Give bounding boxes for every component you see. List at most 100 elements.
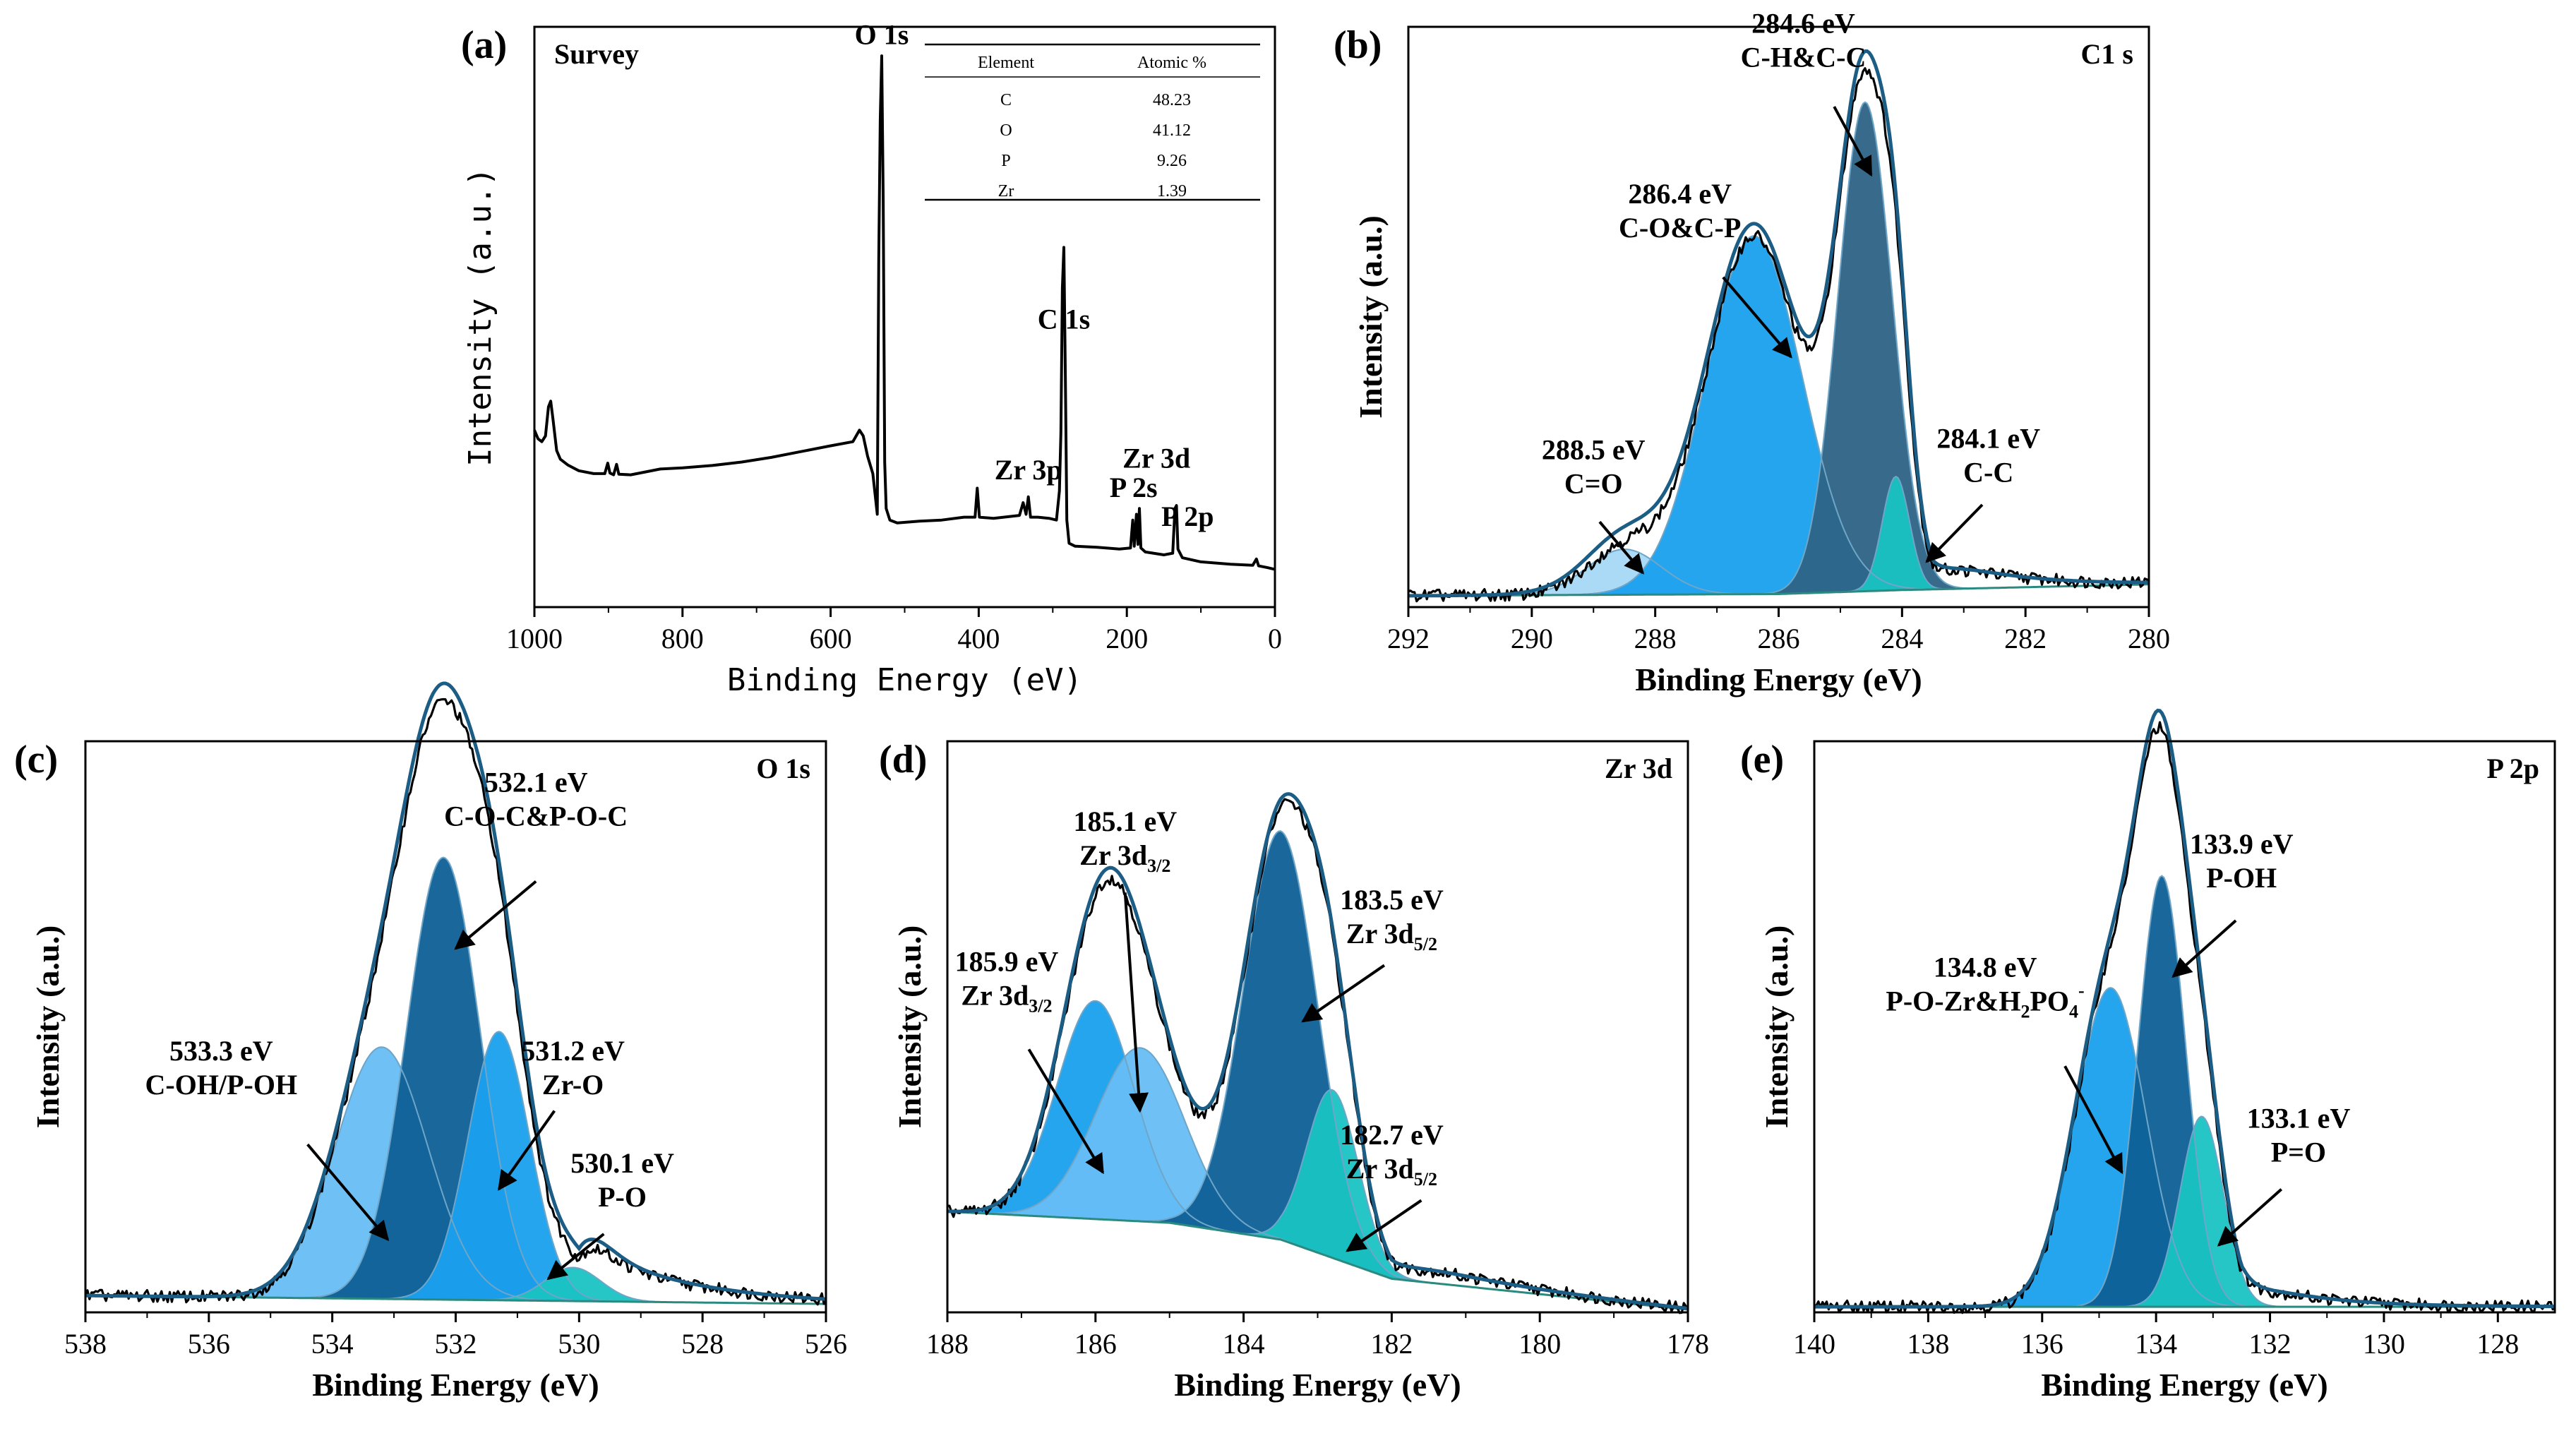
annotation-arrow [2063, 1065, 2123, 1175]
peak-energy-label: 286.4 eV [1628, 178, 1732, 210]
peak-assignment-label: C-O&C-P [1619, 212, 1741, 244]
table-header-cell: Atomic % [1137, 54, 1206, 72]
x-axis-c: 538 536 534 532 530 528 526 [64, 1312, 847, 1360]
peak-energy-label: 284.1 eV [1936, 422, 2040, 454]
x-tick-label-a: 800 [661, 623, 704, 654]
annotation-arrow [1301, 964, 1386, 1023]
annotation-arrow [2171, 919, 2237, 978]
panel-label-e: (e) [1740, 738, 1784, 781]
panel-e: 140 138 136 134 132 130 128 Binding Energy (eV)… [1740, 708, 2556, 1403]
x-tick-label-b: 292 [1387, 623, 1430, 654]
peak-energy-label: 288.5 eV [1542, 434, 1646, 466]
y-axis-label-c: Intensity (a.u.) [30, 925, 66, 1129]
panel-b: 292 290 288 286 284 282 280 Binding Energy (eV)… [1334, 7, 2170, 697]
x-axis-a: 1000 800 600 400 200 0 [506, 607, 1282, 654]
x-tick-label-a: 400 [957, 623, 1000, 654]
panel-d: 188 186 184 182 180 178 Binding Energy (eV) Int… [879, 738, 1709, 1403]
annotation-b-3: 284.1 eVC-C [1925, 422, 2040, 563]
peak-energy-label: 185.9 eV [955, 945, 1059, 977]
x-tick-label-b: 282 [2004, 623, 2047, 654]
annotation-arrow [1123, 892, 1149, 1113]
x-tick-label-e: 134 [2135, 1328, 2177, 1360]
x-axis-label-e: Binding Energy (eV) [2041, 1367, 2328, 1403]
fit-envelope-d [947, 792, 1689, 1310]
annotation-arrow [306, 1143, 390, 1242]
annotation-arrow [1833, 106, 1873, 177]
atomic-table: Element Atomic % C 48.23 O 41.12 P 9.26 Zr 1.39 [925, 43, 1260, 201]
annotation-arrow [454, 880, 537, 950]
fit-envelope-e [1814, 708, 2555, 1309]
peak-energy-label: 133.9 eV [2190, 828, 2294, 860]
peak-energy-label: 185.1 eV [1073, 805, 1177, 837]
raw-spectrum-b [1408, 67, 2150, 603]
annotation-c-0: 533.3 eVC-OH/P-OH [145, 1035, 390, 1242]
peak-energy-label: 182.7 eV [1340, 1119, 1444, 1151]
peak-assignment-label: C-H&C-C [1741, 41, 1867, 73]
peak-assignment-label: Zr 3d5/2 [1346, 918, 1437, 954]
x-tick-label-c: 538 [64, 1328, 107, 1360]
panel-title-b: C1 s [2081, 38, 2133, 70]
x-tick-label-d: 188 [926, 1328, 969, 1360]
annotation-c-1: 532.1 eVC-O-C&P-O-C [444, 767, 628, 950]
plot-frame-e [1813, 740, 2556, 1314]
x-tick-label-b: 280 [2128, 623, 2170, 654]
annotation-e-0: 134.8 eVP-O-Zr&H2PO4- [1886, 951, 2123, 1175]
raw-spectrum-e [1814, 721, 2556, 1314]
panel-c: 538 536 534 532 530 528 526 Binding Energy (eV)… [14, 681, 847, 1403]
table-header-cell: Element [978, 54, 1034, 72]
panel-label-a: (a) [461, 23, 507, 67]
x-tick-label-e: 138 [1907, 1328, 1949, 1360]
annotation-arrow [1722, 276, 1792, 359]
x-axis-label-a: Binding Energy (eV) [727, 662, 1082, 698]
peak-assignment-label: Zr 3d3/2 [1079, 839, 1170, 876]
x-tick-label-e: 128 [2476, 1328, 2519, 1360]
fit-component-b-1 [1408, 235, 2149, 597]
annotation-arrow [1027, 1048, 1105, 1175]
x-tick-label-b: 290 [1511, 623, 1553, 654]
annotation-b-1: 286.4 eVC-O&C-P [1619, 178, 1792, 359]
x-tick-label-c: 536 [188, 1328, 230, 1360]
x-axis-b: 292 290 288 286 284 282 280 [1387, 607, 2170, 654]
x-axis-label-b: Binding Energy (eV) [1635, 661, 1922, 697]
peak-energy-label: 531.2 eV [521, 1035, 625, 1067]
annotation-c-3: 530.1 eVP-O [546, 1147, 674, 1281]
panel-label-b: (b) [1334, 23, 1382, 67]
x-axis-d: 188 186 184 182 180 178 [926, 1312, 1709, 1360]
fit-envelope-c [85, 681, 827, 1301]
panel-title-c: O 1s [756, 753, 810, 784]
annotation-b-0: 288.5 eVC=O [1542, 434, 1646, 575]
annotation-e-1: 133.9 eVP-OH [2171, 828, 2294, 978]
peak-energy-label: 134.8 eV [1934, 951, 2037, 983]
peak-assignment-label: Zr-O [542, 1069, 604, 1101]
x-tick-label-c: 534 [311, 1328, 354, 1360]
x-axis-label-c: Binding Energy (eV) [312, 1367, 599, 1403]
peak-assignment-label: C-OH/P-OH [145, 1069, 298, 1101]
peak-energy-label: 533.3 eV [169, 1035, 273, 1067]
peak-assignment-label: Zr 3d3/2 [961, 979, 1052, 1016]
panel-title-e: P 2p [2487, 753, 2539, 784]
annotation-arrow [546, 1233, 605, 1281]
annotation-arrow [2217, 1188, 2283, 1247]
table-cell: 9.26 [1157, 152, 1187, 170]
peak-energy-label: 183.5 eV [1340, 884, 1444, 916]
x-tick-label-e: 136 [2021, 1328, 2063, 1360]
x-tick-label-a: 1000 [506, 623, 563, 654]
annotation-arrow [1598, 520, 1644, 575]
x-tick-label-d: 180 [1518, 1328, 1561, 1360]
panel-label-c: (c) [14, 738, 58, 781]
y-axis-label-a: Intensity (a.u.) [462, 167, 498, 467]
peak-label: P 2p [1161, 501, 1214, 532]
x-tick-label-b: 286 [1758, 623, 1800, 654]
panel-title-d: Zr 3d [1605, 753, 1672, 784]
peak-assignment-label: P=O [2271, 1136, 2326, 1168]
x-axis-label-d: Binding Energy (eV) [1174, 1367, 1461, 1403]
y-axis-label-d: Intensity (a.u.) [892, 925, 928, 1129]
x-tick-label-d: 178 [1667, 1328, 1709, 1360]
peak-label: Zr 3p [995, 454, 1062, 486]
x-tick-label-a: 200 [1106, 623, 1148, 654]
peak-energy-label: 284.6 eV [1751, 7, 1855, 39]
panel-label-d: (d) [879, 738, 927, 781]
